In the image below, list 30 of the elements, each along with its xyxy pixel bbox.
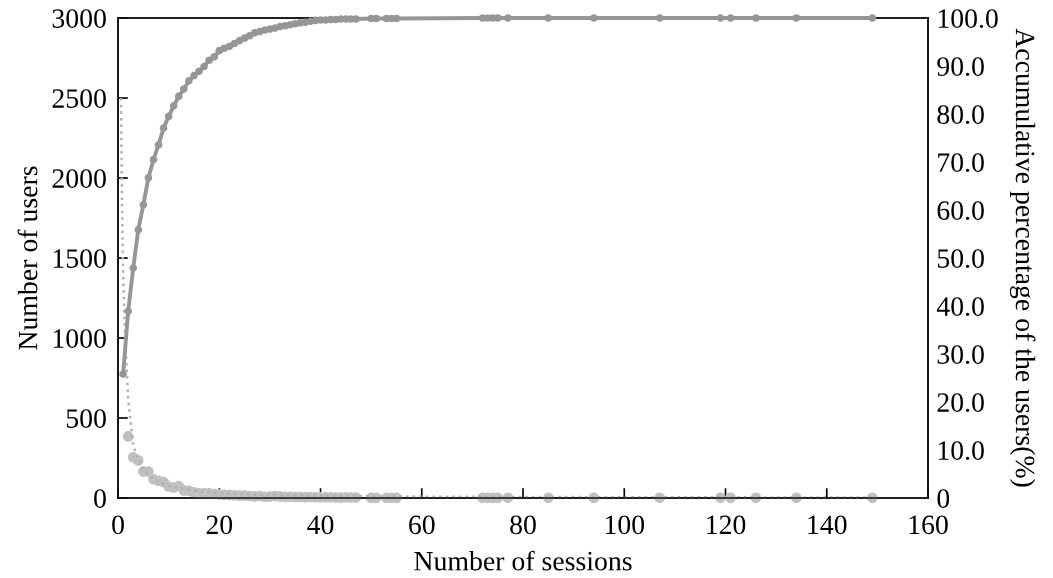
y2-tick-label: 60.0 bbox=[937, 201, 984, 221]
y2-tick-label: 70.0 bbox=[938, 153, 984, 173]
y-tick-label: 3000 bbox=[52, 9, 106, 28]
y2-tick-label: 40.0 bbox=[936, 297, 984, 317]
x-tick-label: 160 bbox=[909, 515, 948, 535]
x-tick-label: 140 bbox=[808, 515, 847, 535]
x-axis-title: Number of sessions bbox=[414, 550, 632, 571]
y2-tick-label: 100.0 bbox=[938, 9, 998, 29]
y2-axis-title: Accumulative percentage of the users(%) bbox=[1009, 28, 1036, 487]
y-tick-label: 2000 bbox=[52, 169, 106, 188]
y2-tick-label: 30.0 bbox=[937, 345, 984, 365]
x-tick-label: 120 bbox=[707, 515, 746, 535]
y2-tick-label: 10.0 bbox=[938, 441, 984, 461]
y2-tick-label: 80.0 bbox=[937, 105, 984, 125]
x-tick-label: 0 bbox=[112, 515, 124, 535]
y-axis-title: Number of users bbox=[17, 166, 38, 350]
y2-tick-label: 90.0 bbox=[937, 57, 984, 77]
y2-tick-label: 50.0 bbox=[937, 249, 984, 269]
y2-tick-label: 20.0 bbox=[937, 393, 984, 413]
y-tick-label: 500 bbox=[66, 409, 106, 428]
y-tick-label: 1000 bbox=[53, 329, 106, 348]
y-tick-label: 0 bbox=[94, 489, 106, 508]
x-tick-label: 80 bbox=[510, 515, 536, 535]
y2-tick-label: 0 bbox=[937, 489, 950, 508]
x-tick-label: 40 bbox=[307, 515, 334, 535]
y-tick-label: 1500 bbox=[53, 249, 106, 268]
x-tick-label: 100 bbox=[605, 515, 645, 535]
x-tick-label: 20 bbox=[206, 515, 233, 535]
y-tick-label: 2500 bbox=[52, 89, 106, 108]
x-tick-label: 60 bbox=[409, 515, 435, 535]
